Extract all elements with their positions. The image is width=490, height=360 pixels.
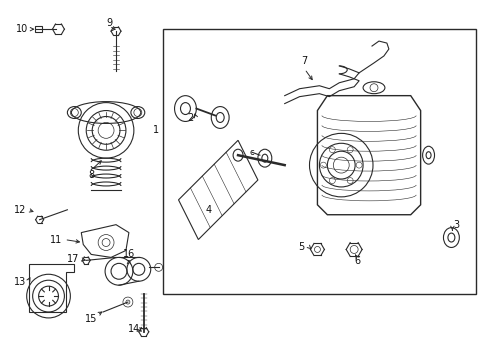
Text: 10: 10 xyxy=(16,24,28,34)
Text: 11: 11 xyxy=(50,234,63,244)
Text: 16: 16 xyxy=(123,249,135,260)
Text: 5: 5 xyxy=(298,243,305,252)
Text: 4: 4 xyxy=(205,205,211,215)
Text: 3: 3 xyxy=(453,220,460,230)
Text: 6: 6 xyxy=(354,256,360,266)
Text: 17: 17 xyxy=(67,255,79,264)
Text: 15: 15 xyxy=(85,314,98,324)
Text: 8: 8 xyxy=(88,170,94,180)
Text: 12: 12 xyxy=(14,205,26,215)
Text: c: c xyxy=(249,148,254,157)
Text: 14: 14 xyxy=(128,324,140,334)
Text: 2: 2 xyxy=(187,113,194,123)
Bar xyxy=(35,26,42,32)
Text: 7: 7 xyxy=(301,56,308,66)
Text: 9: 9 xyxy=(106,18,112,28)
Text: 13: 13 xyxy=(14,277,26,287)
Text: 1: 1 xyxy=(152,125,159,135)
